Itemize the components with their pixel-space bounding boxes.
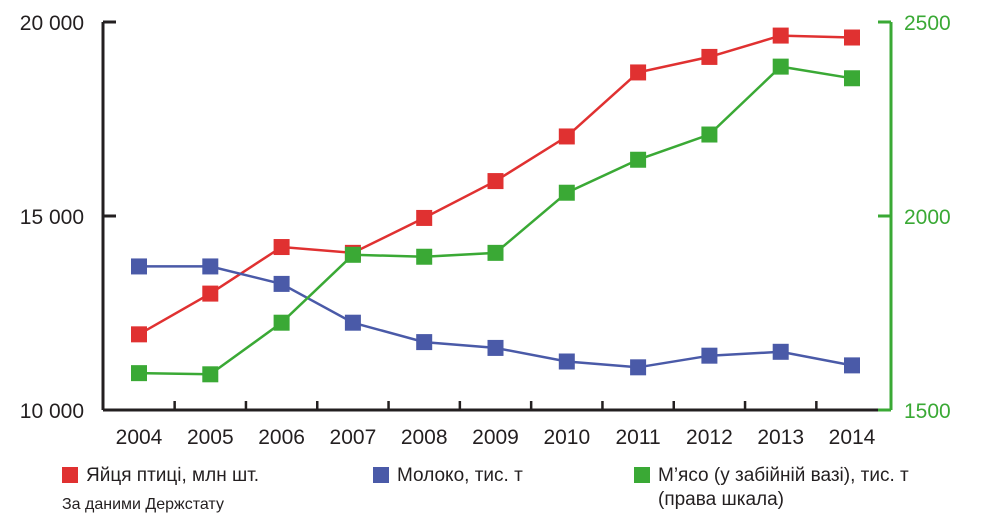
- series-0-point: [844, 29, 860, 46]
- x-tick-label: 2007: [330, 426, 377, 449]
- x-tick-label: 2004: [116, 426, 163, 449]
- right-tick-label: 2000: [904, 206, 951, 229]
- series-0-point: [202, 285, 219, 302]
- legend-meat-swatch: [634, 467, 650, 483]
- x-tick-label: 2014: [829, 426, 876, 449]
- series-1-point: [844, 357, 860, 374]
- series-1-point: [630, 359, 647, 376]
- x-tick-label: 2012: [686, 426, 733, 449]
- series-1-point: [701, 347, 718, 364]
- right-tick-label: 1500: [904, 400, 951, 423]
- x-tick-label: 2008: [401, 426, 448, 449]
- series-1-point: [202, 258, 219, 275]
- x-tick-label: 2011: [616, 426, 661, 449]
- x-tick-label: 2010: [543, 426, 590, 449]
- series-2-point: [131, 365, 147, 382]
- legend-eggs-swatch: [62, 467, 78, 483]
- series-2-point: [273, 314, 290, 331]
- legend-eggs-label: Яйця птиці, млн шт.: [86, 465, 260, 486]
- legend-milk: Молоко, тис. т: [373, 464, 523, 488]
- x-tick-label: 2005: [187, 426, 234, 449]
- legend-meat-label-line2: (права шкала): [658, 489, 784, 510]
- series-0-point: [131, 326, 147, 343]
- left-tick-label: 15 000: [20, 206, 84, 229]
- series-0-point: [701, 48, 718, 65]
- series-2-point: [630, 151, 647, 168]
- series-1-point: [131, 258, 147, 275]
- series-0-point: [273, 239, 290, 256]
- legend-meat-label: М’ясо (у забійній вазі), тис. т: [658, 465, 909, 486]
- series-0-point: [558, 128, 575, 145]
- series-line-2: [138, 65, 853, 376]
- series-1-point: [772, 343, 789, 360]
- series-1-point: [416, 334, 433, 351]
- series-1-point: [344, 314, 361, 331]
- legend-milk-label: Молоко, тис. т: [397, 465, 523, 486]
- legend-milk-swatch: [373, 467, 389, 483]
- left-tick-label: 10 000: [20, 400, 84, 423]
- series-0-point: [416, 209, 433, 226]
- legend-meat: М’ясо (у забійній вазі), тис. т (права ш…: [634, 464, 909, 512]
- series-2-point: [772, 58, 789, 75]
- series-2-point: [487, 244, 504, 261]
- series-0-point: [630, 64, 647, 81]
- right-tick-label: 2500: [904, 12, 951, 35]
- x-tick-label: 2013: [757, 426, 804, 449]
- x-tick-label: 2006: [258, 426, 305, 449]
- series-2-point: [701, 126, 718, 143]
- x-tick-label: 2009: [472, 426, 519, 449]
- series-1-point: [487, 339, 504, 356]
- legend-eggs: Яйця птиці, млн шт.: [62, 464, 259, 488]
- series-2-point: [344, 246, 361, 263]
- series-2-point: [844, 70, 860, 87]
- series-0-point: [772, 27, 789, 44]
- source-note: За даними Держстату: [62, 496, 224, 513]
- series-2-point: [558, 184, 575, 201]
- left-tick-label: 20 000: [20, 12, 84, 35]
- series-0-point: [487, 173, 504, 190]
- series-1-point: [558, 353, 575, 370]
- series-1-point: [273, 275, 290, 292]
- series-2-point: [202, 366, 219, 383]
- series-2-point: [416, 248, 433, 265]
